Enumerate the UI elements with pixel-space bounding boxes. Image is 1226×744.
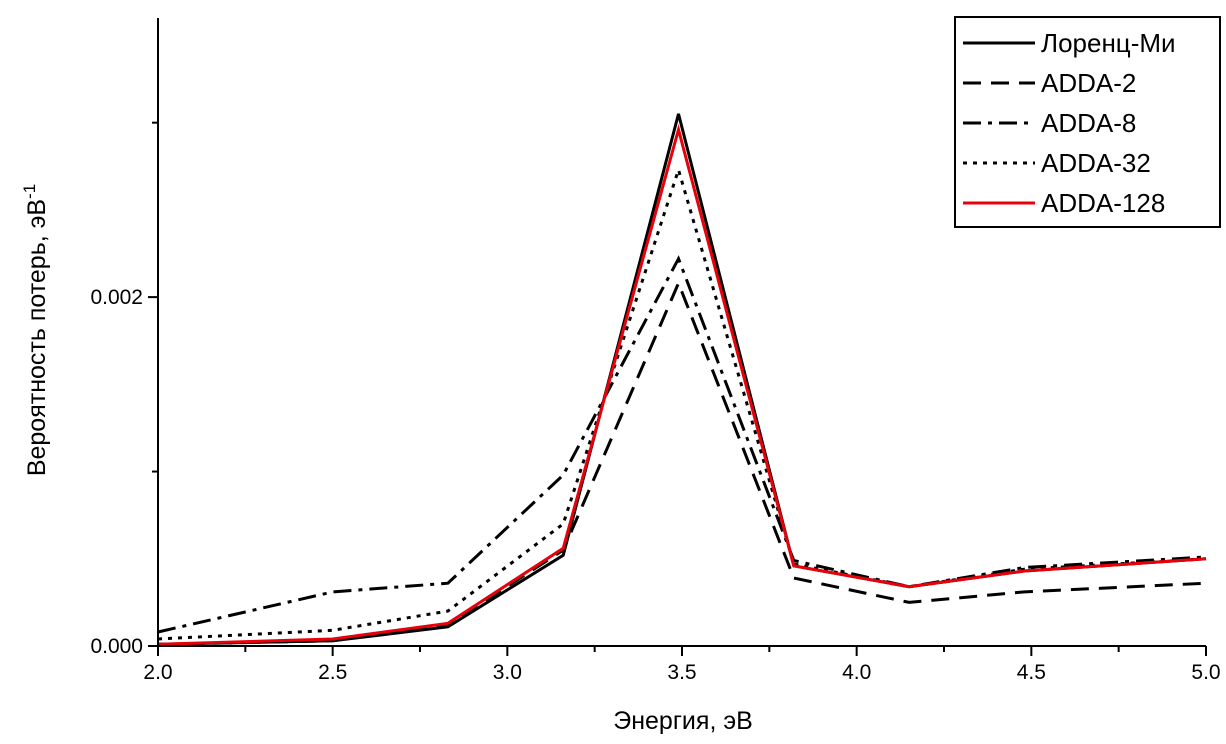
x-tick-label: 2.0 xyxy=(143,661,172,684)
legend-label: Лоренц-Ми xyxy=(1041,28,1176,58)
x-tick-label: 4.0 xyxy=(842,661,871,684)
x-tick-label: 4.5 xyxy=(1017,661,1046,684)
series-line xyxy=(157,255,1207,634)
series-line xyxy=(157,123,1207,646)
y-axis-title-superscript: -1 xyxy=(20,184,39,199)
legend-label: ADDA-128 xyxy=(1041,188,1165,218)
series-line xyxy=(157,279,1207,646)
legend-label: ADDA-32 xyxy=(1041,148,1151,178)
x-tick-label: 3.5 xyxy=(667,661,696,684)
x-tick-label: 5.0 xyxy=(1191,661,1220,684)
y-tick-label: 0.002 xyxy=(90,286,143,309)
series-layer xyxy=(157,113,1207,646)
y-axis-title: Вероятность потерь, эВ-1 xyxy=(20,184,51,476)
axes-layer: 2.0 2.5 3.0 3.5 4.0 4.5 5.0 0.000 0.002 xyxy=(90,18,1221,684)
legend-label: ADDA-2 xyxy=(1041,68,1136,98)
x-tick-label: 2.5 xyxy=(318,661,347,684)
legend-label: ADDA-8 xyxy=(1041,108,1136,138)
y-axis-title-text: Вероятность потерь, эВ xyxy=(23,199,51,476)
series-line xyxy=(157,164,1207,641)
x-tick-label: 3.0 xyxy=(493,661,522,684)
legend: Лоренц-Ми ADDA-2 ADDA-8 ADDA-32 ADDA-128 xyxy=(954,16,1221,228)
x-axis-title: Энергия, эВ xyxy=(613,707,753,735)
y-tick-label: 0.000 xyxy=(90,635,143,658)
